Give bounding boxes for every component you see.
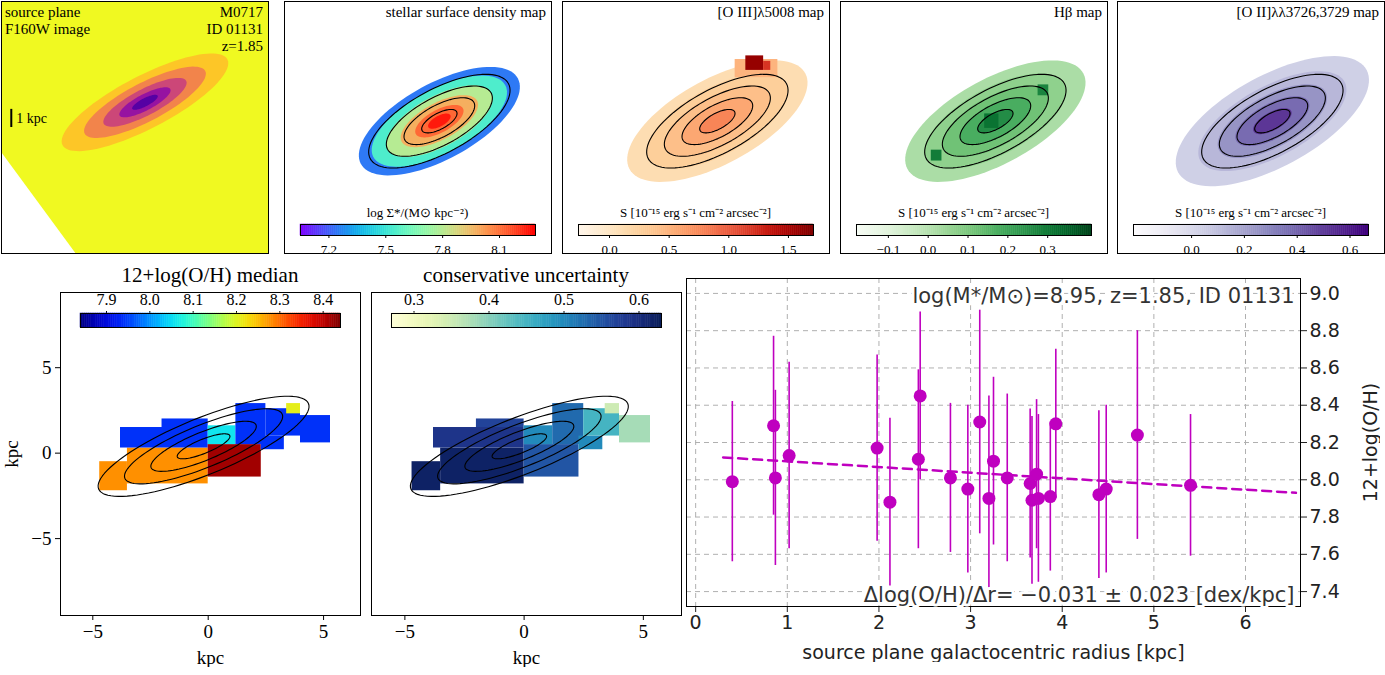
svg-text:7.8: 7.8 <box>435 242 451 257</box>
svg-text:7.8: 7.8 <box>1310 505 1340 527</box>
svg-text:0.0: 0.0 <box>601 242 617 257</box>
svg-text:5: 5 <box>1148 611 1160 633</box>
svg-text:0.0: 0.0 <box>1183 242 1199 257</box>
svg-text:kpc: kpc <box>513 647 540 668</box>
html-text:S [10⁻¹⁵ erg s⁻¹ cm⁻² arcsec⁻²: S [10⁻¹⁵ erg s⁻¹ cm⁻² arcsec⁻²] <box>1175 205 1326 220</box>
svg-text:0: 0 <box>42 442 52 463</box>
html-text:[O II]λλ3726,3729 map: [O II]λλ3726,3729 map <box>1236 4 1379 20</box>
svg-text:0: 0 <box>203 621 213 642</box>
svg-text:0.3: 0.3 <box>404 291 424 308</box>
svg-text:kpc: kpc <box>1 440 22 467</box>
svg-text:7.5: 7.5 <box>378 242 394 257</box>
html-text:M0717: M0717 <box>219 4 263 20</box>
svg-text:8.2: 8.2 <box>1310 431 1340 453</box>
svg-text:5: 5 <box>319 621 329 642</box>
html-text:ID 01131: ID 01131 <box>206 21 263 37</box>
svg-text:0.2: 0.2 <box>1000 242 1016 257</box>
svg-text:5: 5 <box>639 621 649 642</box>
svg-text:0.4: 0.4 <box>1289 242 1306 257</box>
html-text:S [10⁻¹⁵ erg s⁻¹ cm⁻² arcsec⁻²: S [10⁻¹⁵ erg s⁻¹ cm⁻² arcsec⁻²] <box>620 205 771 220</box>
svg-text:−5: −5 <box>395 621 415 642</box>
html-text:12+log(O/H) median: 12+log(O/H) median <box>121 263 299 287</box>
svg-text:3: 3 <box>965 611 977 633</box>
svg-text:6: 6 <box>1239 611 1251 633</box>
svg-text:1 kpc: 1 kpc <box>16 111 47 126</box>
svg-text:8.0: 8.0 <box>1310 468 1340 490</box>
svg-text:−5: −5 <box>31 528 51 549</box>
svg-text:0.5: 0.5 <box>661 242 677 257</box>
svg-text:5: 5 <box>42 357 52 378</box>
svg-text:1.0: 1.0 <box>721 242 737 257</box>
svg-text:8.0: 8.0 <box>140 291 160 308</box>
svg-text:7.2: 7.2 <box>321 242 337 257</box>
svg-text:0: 0 <box>690 611 702 633</box>
svg-text:log(M*/M⊙)=8.95, z=1.85, ID 01: log(M*/M⊙)=8.95, z=1.85, ID 01131 <box>912 284 1294 308</box>
svg-text:0.3: 0.3 <box>1040 242 1056 257</box>
svg-text:12+log(O/H): 12+log(O/H) <box>1359 383 1381 503</box>
svg-text:8.1: 8.1 <box>183 291 203 308</box>
svg-text:8.2: 8.2 <box>227 291 247 308</box>
svg-text:Δlog(O/H)/Δr= −0.031 ± 0.023 [: Δlog(O/H)/Δr= −0.031 ± 0.023 [dex/kpc] <box>864 583 1295 607</box>
svg-text:8.4: 8.4 <box>1310 393 1340 415</box>
html-text:Hβ map: Hβ map <box>1054 4 1102 20</box>
svg-text:0.4: 0.4 <box>479 291 499 308</box>
svg-text:−0.1: −0.1 <box>877 242 901 257</box>
svg-text:9.0: 9.0 <box>1310 281 1340 303</box>
html-text:log Σ*/(M⊙ kpc⁻²): log Σ*/(M⊙ kpc⁻²) <box>366 205 469 220</box>
svg-text:0.6: 0.6 <box>629 291 649 308</box>
svg-text:8.1: 8.1 <box>491 242 507 257</box>
html-text:S [10⁻¹⁵ erg s⁻¹ cm⁻² arcsec⁻²: S [10⁻¹⁵ erg s⁻¹ cm⁻² arcsec⁻²] <box>898 205 1049 220</box>
svg-text:0.6: 0.6 <box>1342 242 1359 257</box>
html-text:z=1.85: z=1.85 <box>221 38 263 54</box>
svg-text:kpc: kpc <box>197 647 224 668</box>
svg-text:8.3: 8.3 <box>270 291 290 308</box>
svg-text:0.2: 0.2 <box>1236 242 1252 257</box>
svg-text:4: 4 <box>1056 611 1068 633</box>
svg-text:1: 1 <box>781 611 793 633</box>
html-text:source plane: source plane <box>5 4 81 20</box>
html-text:[O III]λ5008 map: [O III]λ5008 map <box>717 4 824 20</box>
svg-text:−5: −5 <box>83 621 103 642</box>
svg-text:8.4: 8.4 <box>313 291 333 308</box>
svg-text:7.6: 7.6 <box>1310 542 1340 564</box>
svg-text:8.6: 8.6 <box>1310 356 1340 378</box>
svg-text:0.5: 0.5 <box>554 291 574 308</box>
svg-text:8.8: 8.8 <box>1310 319 1340 341</box>
svg-text:7.9: 7.9 <box>97 291 117 308</box>
svg-text:7.4: 7.4 <box>1310 580 1340 602</box>
html-text:stellar surface density map: stellar surface density map <box>385 4 546 20</box>
svg-text:2: 2 <box>873 611 885 633</box>
html-text:F160W image: F160W image <box>5 21 91 37</box>
html-text:conservative uncertainty: conservative uncertainty <box>423 263 629 287</box>
svg-text:0: 0 <box>519 621 529 642</box>
svg-text:0.1: 0.1 <box>960 242 976 257</box>
svg-text:1.5: 1.5 <box>780 242 796 257</box>
svg-text:0.0: 0.0 <box>920 242 936 257</box>
svg-text:source plane galactocentric ra: source plane galactocentric radius [kpc] <box>802 641 1184 663</box>
